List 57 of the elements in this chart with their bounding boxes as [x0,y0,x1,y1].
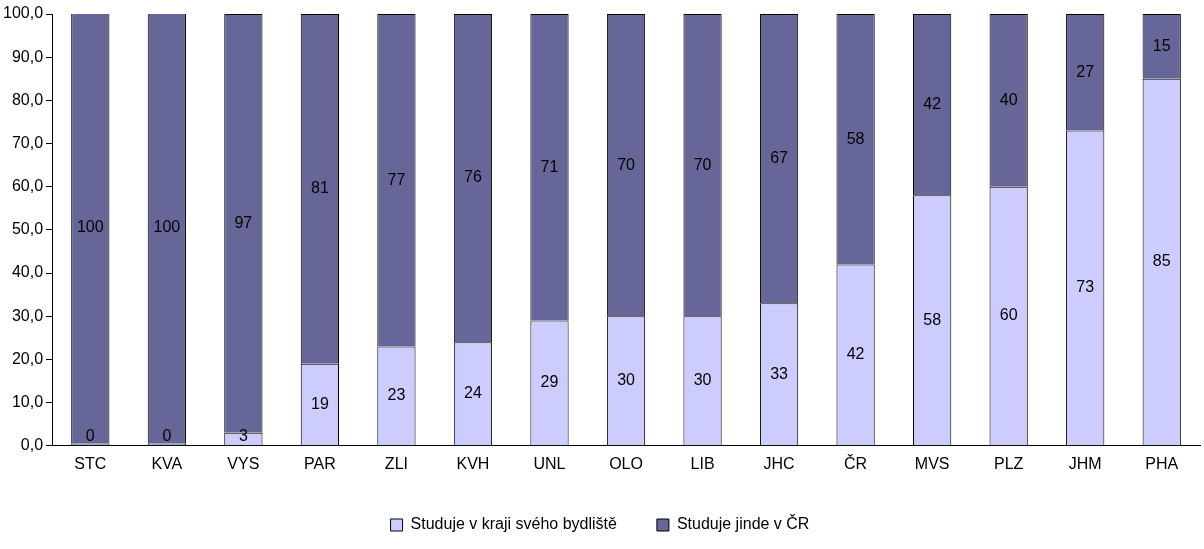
x-tick-label: STC [74,454,107,472]
data-label: 100 [153,218,181,236]
y-tick-label: 30,0 [11,306,44,324]
x-tick-label: OLO [609,454,643,472]
data-label: 58 [923,310,942,328]
legend-label: Studuje jinde v ČR [676,514,810,533]
data-label: 60 [999,306,1018,324]
data-label: 42 [846,345,865,363]
data-label: 24 [464,384,482,402]
y-tick-label: 40,0 [11,263,44,281]
y-tick-label: 80,0 [11,90,44,108]
y-tick-label: 60,0 [11,177,44,195]
x-tick-label: VYS [227,454,260,472]
data-label: 67 [770,149,789,167]
data-label: 19 [311,394,329,412]
data-label: 77 [387,170,406,188]
data-label: 29 [540,373,559,391]
y-tick-label: 20,0 [11,349,44,367]
x-tick-label: LIB [690,454,715,472]
x-tick-label: JHM [1068,454,1102,472]
data-label: 71 [540,157,559,175]
data-label: 81 [311,179,329,197]
data-label: 70 [617,155,636,173]
data-label: 58 [846,129,865,147]
data-label: 100 [76,218,104,236]
data-label: 15 [1152,36,1171,54]
y-tick-label: 10,0 [11,393,44,411]
x-tick-label: PHA [1145,454,1179,472]
y-tick-label: 0,0 [20,436,44,454]
data-label: 27 [1076,62,1095,80]
data-label: 73 [1076,278,1095,296]
x-tick-label: UNL [533,454,566,472]
data-label: 70 [693,155,712,173]
y-tick-label: 90,0 [11,47,44,65]
data-label: 85 [1152,252,1171,270]
x-tick-label: JHC [763,454,795,472]
data-label: 30 [693,371,712,389]
x-tick-label: KVH [456,454,490,472]
data-label: 97 [234,213,253,231]
x-tick-label: MVS [914,454,950,472]
data-label: 76 [464,168,482,186]
data-label: 0 [85,426,95,444]
data-label: 0 [162,426,172,444]
x-tick-label: PAR [304,454,336,472]
data-label: 33 [770,364,789,382]
x-tick-label: PLZ [994,454,1024,472]
data-label: 40 [999,90,1018,108]
x-tick-label: ČR [844,453,868,472]
y-tick-label: 50,0 [11,220,44,238]
x-tick-label: KVA [151,454,183,472]
data-label: 42 [923,95,942,113]
y-tick-label: 70,0 [11,133,44,151]
data-label: 23 [387,386,406,404]
data-label: 30 [617,371,636,389]
y-tick-label: 100,0 [2,4,44,22]
legend-label: Studuje v kraji svého bydliště [410,515,618,533]
x-tick-label: ZLI [384,454,408,472]
